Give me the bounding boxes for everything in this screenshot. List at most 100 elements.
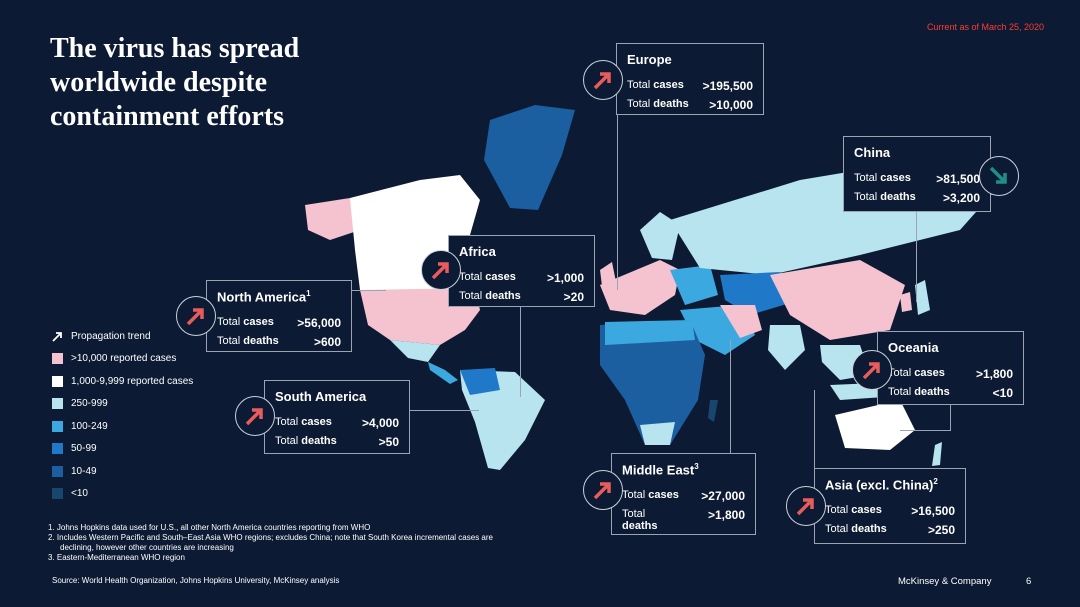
cases-label: Total cases — [888, 367, 945, 379]
map-north-africa — [605, 320, 695, 345]
cases-label: Total cases — [627, 79, 684, 91]
map-new-zealand — [932, 442, 942, 466]
legend-item: 10-49 — [52, 460, 193, 483]
cases-label: Total cases — [217, 316, 274, 329]
map-africa — [600, 320, 705, 445]
footnote: 2. Includes Western Pacific and South–Ea… — [48, 533, 493, 542]
china-leader-line — [916, 212, 917, 302]
map-europe — [600, 260, 680, 315]
oceania-leader-line — [950, 405, 951, 430]
footnote: declining, however other countries are i… — [60, 543, 234, 552]
deaths-label: Total deaths — [275, 435, 337, 447]
source-note: Source: World Health Organization, Johns… — [52, 576, 340, 585]
footnote: 1. Johns Hopkins data used for U.S., all… — [48, 523, 371, 532]
date-label: Current as of March 25, 2020 — [926, 22, 1044, 32]
asia-leader-line — [814, 390, 815, 470]
europe-trend-circle — [583, 60, 623, 100]
legend-swatch — [52, 488, 63, 500]
africa-trend-circle — [421, 250, 461, 290]
map-south-africa — [640, 422, 675, 445]
region-box-north-america: North America1 Total cases >56,000 Total … — [206, 280, 352, 352]
legend-swatch — [52, 465, 63, 477]
map-south-america — [460, 370, 545, 470]
europe-cases-value: >195,500 — [702, 79, 753, 93]
legend-trend: Propagation trend — [52, 325, 193, 348]
cases-label: Total cases — [622, 489, 679, 502]
legend-item: 250-999 — [52, 393, 193, 416]
south-america-cases-value: >4,000 — [361, 416, 399, 430]
map-scandinavia — [640, 212, 680, 260]
legend-trend-label: Propagation trend — [71, 330, 151, 342]
legend-item: 1,000-9,999 reported cases — [52, 370, 193, 393]
legend-swatch — [52, 353, 63, 365]
footnote: 3. Eastern-Mediterranean WHO region — [48, 553, 185, 562]
map-india — [768, 325, 805, 370]
oceania-deaths-value: <10 — [992, 386, 1013, 400]
region-name-europe: Europe — [627, 52, 672, 67]
legend-swatch — [52, 420, 63, 432]
region-box-south-america: South America Total cases >4,000 Total de… — [264, 380, 410, 454]
trend-arrow-icon — [52, 331, 62, 342]
arrow-down-icon — [989, 166, 1007, 184]
arrow-up-icon — [593, 482, 611, 500]
arrow-up-icon — [245, 408, 263, 426]
map-korea — [900, 292, 912, 312]
china-deaths-value: >3,200 — [942, 191, 980, 205]
middle-east-deaths-value: >1,800 — [707, 508, 745, 523]
china-trend-circle — [979, 156, 1019, 196]
region-name-south-america: South America — [275, 389, 367, 404]
middle-east-cases-value: >27,000 — [701, 489, 745, 504]
arrow-up-icon — [431, 262, 449, 280]
deaths-label: Total deaths — [627, 98, 689, 110]
legend-swatch — [52, 398, 63, 410]
middle-east-trend-circle — [583, 470, 623, 510]
deaths-label: Total deaths — [622, 508, 658, 533]
oceania-trend-circle — [852, 350, 892, 390]
europe-leader-line — [617, 115, 618, 290]
footnotes: 1. Johns Hopkins data used for U.S., all… — [48, 523, 608, 563]
page-title: The virus has spread worldwide despite c… — [50, 33, 300, 132]
region-name-oceania: Oceania — [888, 340, 939, 355]
region-name-africa: Africa — [459, 244, 496, 259]
legend-item: <10 — [52, 483, 193, 506]
middle-east-leader-line — [730, 340, 731, 453]
region-name-asia: Asia (excl. China)2 — [825, 477, 938, 493]
asia-cases-value: >16,500 — [911, 504, 955, 519]
region-box-china: China Total cases >81,500 Total deaths >3,… — [843, 136, 991, 212]
oceania-leader-line-h — [900, 430, 951, 431]
map-legend: Propagation trend >10,000 reported cases… — [52, 325, 193, 505]
region-box-oceania: Oceania Total cases >1,800 Total deaths <1… — [877, 331, 1024, 405]
asia-trend-circle — [786, 486, 826, 526]
oceania-cases-value: >1,800 — [975, 367, 1013, 381]
legend-swatch — [52, 443, 63, 455]
north-america-trend-circle — [176, 296, 216, 336]
map-china — [770, 260, 905, 340]
deaths-label: Total deaths — [888, 386, 950, 398]
legend-item: 100-249 — [52, 415, 193, 438]
deaths-label: Total deaths — [217, 335, 279, 348]
region-box-africa: Africa Total cases >1,000 Total deaths >20 — [448, 235, 595, 307]
region-name-middle-east: Middle East3 — [622, 462, 699, 478]
arrow-up-icon — [593, 72, 611, 90]
south-america-leader-line — [409, 410, 479, 411]
south-america-deaths-value: >50 — [378, 435, 399, 449]
deaths-label: Total deaths — [854, 191, 916, 203]
map-eastern-europe — [670, 265, 718, 305]
arrow-up-icon — [796, 498, 814, 516]
map-alaska — [305, 198, 360, 240]
region-box-asia: Asia (excl. China)2 Total cases >16,500 T… — [814, 468, 966, 544]
legend-swatch — [52, 375, 63, 387]
brand-name: McKinsey & Company — [898, 576, 992, 587]
map-greenland — [484, 105, 575, 210]
africa-deaths-value: >20 — [563, 290, 584, 304]
region-name-china: China — [854, 145, 891, 160]
map-japan — [915, 280, 930, 315]
map-iran — [720, 305, 762, 338]
map-madagascar — [708, 400, 718, 422]
page-number: 6 — [1026, 576, 1032, 587]
region-box-europe: Europe Total cases >195,500 Total deaths >… — [616, 43, 764, 115]
map-central-america — [428, 362, 458, 384]
north-america-deaths-value: >600 — [313, 335, 341, 350]
region-box-middle-east: Middle East3 Total cases >27,000 Total de… — [611, 453, 756, 535]
legend-item: >10,000 reported cases — [52, 348, 193, 371]
